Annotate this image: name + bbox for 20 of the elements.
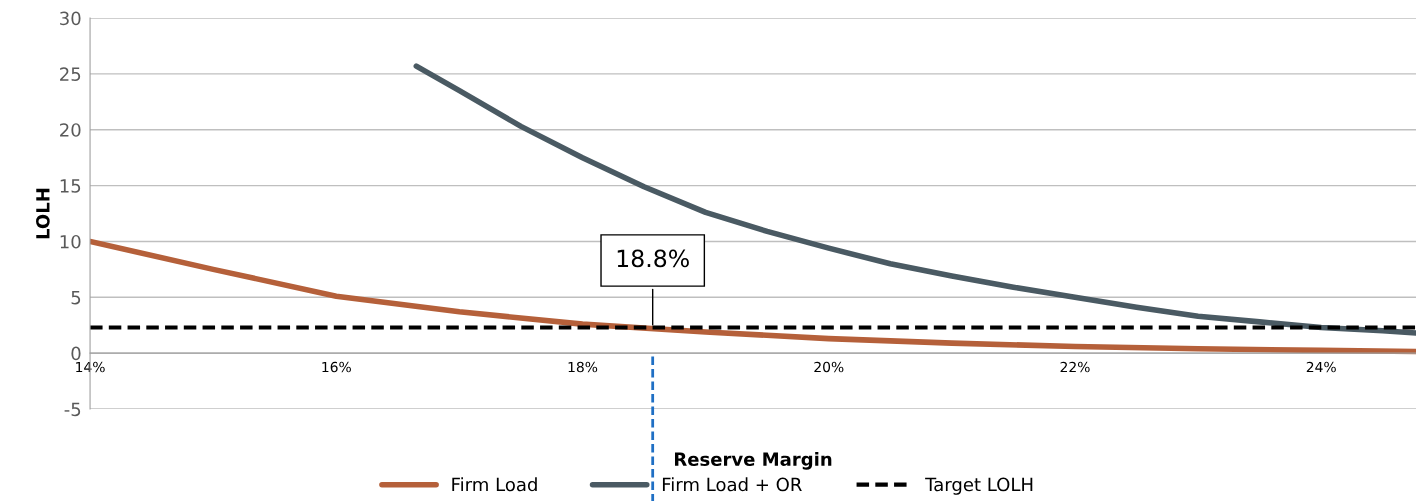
x-tick-label: 20% bbox=[814, 361, 844, 373]
y-tick-label: 20 bbox=[60, 123, 81, 137]
legend-label: Firm Load + OR bbox=[662, 477, 802, 492]
y-tick-label: 25 bbox=[60, 67, 81, 82]
legend-label: Firm Load bbox=[452, 477, 537, 492]
x-tick-label: 22% bbox=[1060, 361, 1090, 373]
legend-label: Target LOLH bbox=[925, 477, 1033, 495]
x-tick-label: 14% bbox=[76, 361, 105, 373]
y-axis-title: LOLH bbox=[36, 188, 50, 239]
y-tick-label: 5 bbox=[71, 291, 81, 305]
x-axis-title: Reserve Margin bbox=[675, 452, 832, 470]
x-tick-label: 24% bbox=[1306, 361, 1336, 373]
y-tick-label: 30 bbox=[60, 11, 81, 26]
y-tick-label: -5 bbox=[64, 402, 81, 417]
y-tick-label: 10 bbox=[60, 234, 81, 249]
annotation: 18.8% bbox=[617, 249, 689, 268]
x-tick-label: 16% bbox=[322, 361, 351, 373]
y-tick-label: 15 bbox=[60, 179, 81, 193]
y-tick-label: 0 bbox=[71, 346, 81, 361]
x-tick-label: 18% bbox=[568, 361, 598, 373]
